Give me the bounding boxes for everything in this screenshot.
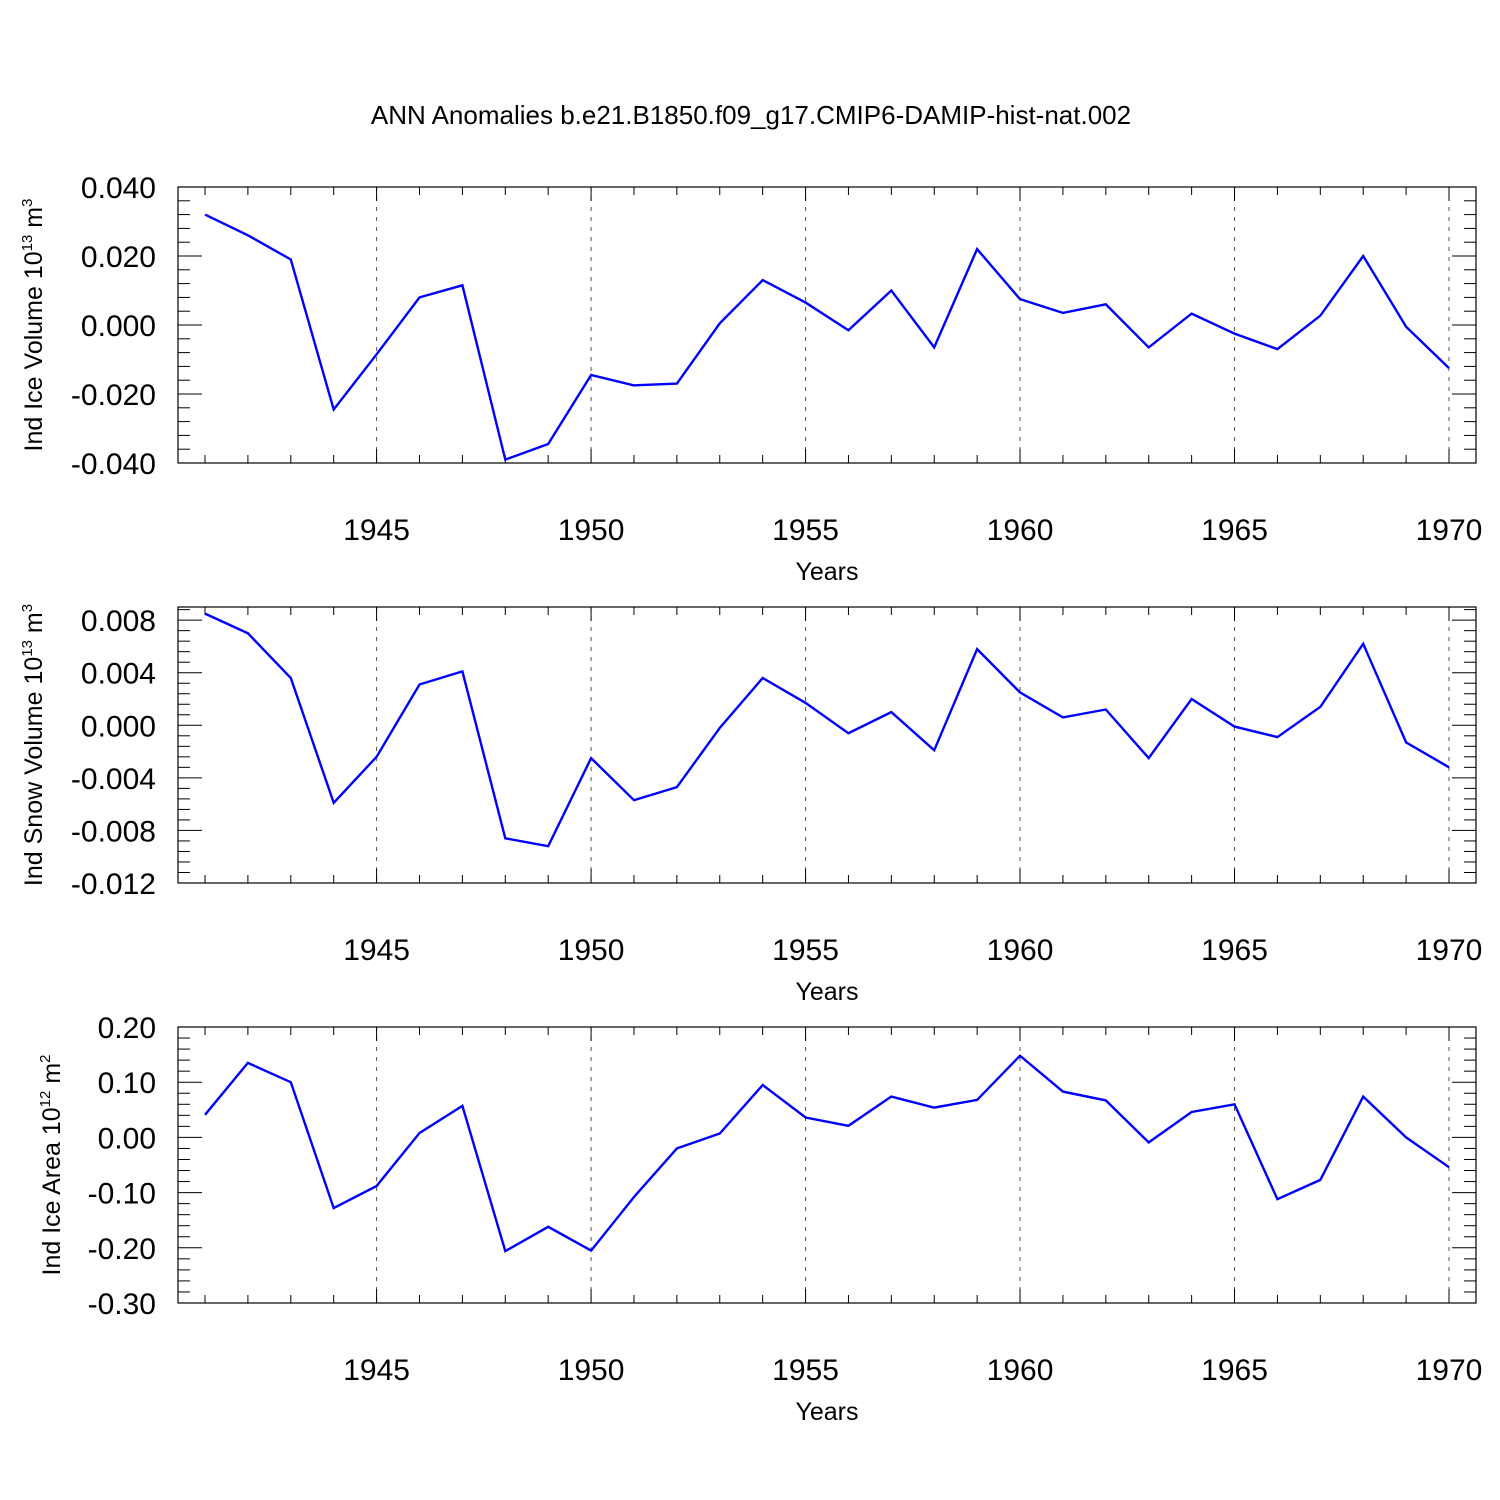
series-line xyxy=(204,213,1450,462)
y-tick-label: -0.040 xyxy=(71,448,156,481)
panel-1: -0.040 -0.020 0.000 0.020 0.040 1945 1950 1955 1… xyxy=(19,172,1482,586)
y-tick-label: 0.020 xyxy=(81,241,156,274)
x-tick-label: 1950 xyxy=(558,514,625,547)
x-tick-label: 1970 xyxy=(1416,1354,1483,1387)
y-tick-label: 0.00 xyxy=(98,1122,156,1155)
y-tick-label: 0.040 xyxy=(81,172,156,205)
panel-2: -0.012 -0.008 -0.004 0.000 0.004 0.008 1945 195… xyxy=(19,604,1482,1006)
y-tick-label: -0.004 xyxy=(71,763,156,796)
x-tick-label: 1950 xyxy=(558,934,625,967)
x-axis-title: Years xyxy=(795,978,858,1006)
plot-frame xyxy=(177,186,1477,464)
x-tick-label: 1955 xyxy=(772,514,839,547)
y-tick-label: 0.004 xyxy=(81,658,156,691)
y-tick-label: 0.20 xyxy=(98,1012,156,1045)
y-tick-label: 0.000 xyxy=(81,710,156,743)
y-axis-title: Ind Ice Area 1012 m2 xyxy=(37,1055,66,1276)
x-tick-label: 1945 xyxy=(343,934,410,967)
x-tick-label: 1970 xyxy=(1416,514,1483,547)
x-axis-title: Years xyxy=(795,558,858,586)
x-tick-label: 1965 xyxy=(1201,514,1268,547)
y-tick-label: -0.30 xyxy=(88,1288,156,1321)
x-tick-label: 1970 xyxy=(1416,934,1483,967)
y-tick-label: 0.10 xyxy=(98,1067,156,1100)
x-tick-label: 1950 xyxy=(558,1354,625,1387)
y-tick-label: -0.012 xyxy=(71,868,156,901)
y-tick-label: -0.008 xyxy=(71,815,156,848)
x-axis-title: Years xyxy=(795,1398,858,1426)
x-tick-label: 1960 xyxy=(987,1354,1054,1387)
y-tick-label: -0.10 xyxy=(88,1178,156,1211)
x-tick-label: 1955 xyxy=(772,1354,839,1387)
series-line xyxy=(204,1054,1450,1253)
y-axis-title: Ind Snow Volume 1013 m3 xyxy=(19,604,48,886)
x-tick-label: 1945 xyxy=(343,514,410,547)
chart-title: ANN Anomalies b.e21.B1850.f09_g17.CMIP6-… xyxy=(371,100,1131,130)
y-tick-label: -0.20 xyxy=(88,1233,156,1266)
y-tick-label: 0.000 xyxy=(81,310,156,343)
x-tick-label: 1965 xyxy=(1201,1354,1268,1387)
plot-frame xyxy=(177,606,1477,884)
y-tick-label: -0.020 xyxy=(71,379,156,412)
y-tick-label: 0.008 xyxy=(81,605,156,638)
series-line xyxy=(204,612,1450,848)
x-tick-label: 1965 xyxy=(1201,934,1268,967)
x-tick-label: 1960 xyxy=(987,514,1054,547)
x-tick-label: 1945 xyxy=(343,1354,410,1387)
x-tick-label: 1960 xyxy=(987,934,1054,967)
plot-frame xyxy=(177,1026,1477,1304)
panel-3: -0.30 -0.20 -0.10 0.00 0.10 0.20 1945 1950 1955 1… xyxy=(37,1012,1482,1426)
y-axis-title: Ind Ice Volume 1013 m3 xyxy=(19,199,48,452)
x-tick-label: 1955 xyxy=(772,934,839,967)
